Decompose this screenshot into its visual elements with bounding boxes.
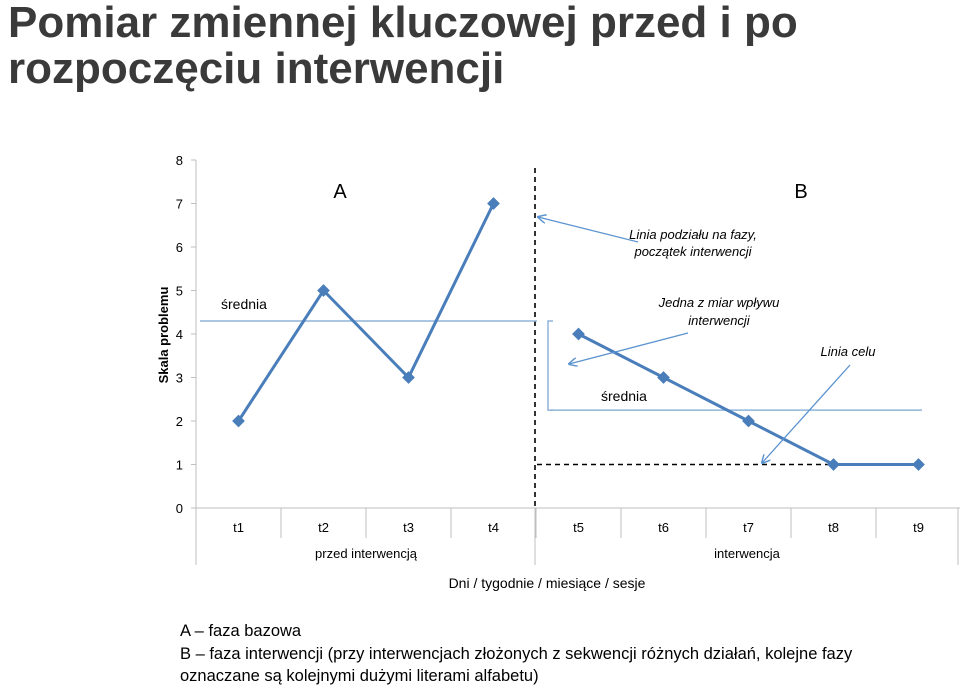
legend-line-b: B – faza interwencji (przy interwencjach… — [180, 644, 853, 663]
legend-line-a: A – faza bazowa — [180, 622, 302, 640]
effect-note: Jedna z miar wpływu — [658, 295, 780, 310]
data-point — [572, 327, 585, 341]
y-tick-label: 5 — [176, 284, 183, 299]
y-axis-title: Skala problemu — [156, 287, 171, 384]
mean-label-a: średnia — [221, 296, 267, 312]
x-tick-label: t5 — [573, 520, 584, 535]
chart: 0 1 2 3 4 5 6 7 8 t1 t2 t3 t4 t5 t6 t7 t8 t9 przed interwe… — [156, 153, 960, 591]
goal-note: Linia celu — [821, 344, 876, 359]
x-tick-label: t3 — [403, 520, 414, 535]
y-tick-label: 0 — [176, 501, 183, 516]
series-line-a — [237, 202, 495, 422]
phase-line-note: początek interwencji — [633, 244, 752, 259]
y-tick-label: 7 — [176, 197, 183, 212]
x-tick-label: t2 — [318, 520, 329, 535]
x-tick-label: t6 — [658, 520, 669, 535]
y-tick-label: 4 — [176, 327, 183, 342]
legend-line-b-cont: oznaczane są kolejnymi dużymi literami a… — [180, 667, 539, 685]
phase-line-note: Linia podziału na fazy, — [629, 227, 757, 242]
y-tick-label: 3 — [176, 371, 183, 386]
x-tick-label: t9 — [913, 520, 924, 535]
data-point — [317, 284, 330, 297]
x-tick-label: t8 — [828, 520, 839, 535]
x-tick-label: t1 — [233, 520, 244, 535]
data-point — [657, 371, 670, 384]
y-tick-label: 8 — [176, 153, 183, 168]
data-point — [402, 371, 415, 384]
data-point — [232, 414, 245, 428]
x-tick-label: t7 — [743, 520, 754, 535]
x-axis-title: Dni / tygodnie / miesiące / sesje — [449, 575, 646, 591]
x-tick-label: t4 — [488, 520, 499, 535]
phase-label-b: B — [794, 181, 807, 203]
data-point — [912, 458, 925, 471]
effect-arrow — [569, 332, 689, 364]
y-tick-label: 2 — [176, 414, 183, 429]
goal-arrow — [762, 364, 851, 463]
data-point — [742, 414, 755, 428]
y-tick-label: 1 — [176, 458, 183, 473]
y-tick-label: 6 — [176, 240, 183, 255]
page-title: Pomiar zmiennej kluczowej przed i po roz… — [8, 0, 798, 93]
data-point — [487, 197, 500, 210]
mean-difference-bracket — [547, 320, 553, 411]
x-group-label-b: interwencja — [714, 546, 781, 561]
x-group-label-a: przed interwencją — [315, 546, 418, 561]
phase-line-arrow — [538, 217, 639, 243]
effect-note: interwencji — [688, 313, 751, 328]
legend: A – faza bazowa B – faza interwencji (pr… — [180, 620, 950, 688]
mean-label-b: średnia — [601, 388, 647, 404]
phase-label-a: A — [333, 181, 347, 203]
data-point — [827, 458, 840, 471]
